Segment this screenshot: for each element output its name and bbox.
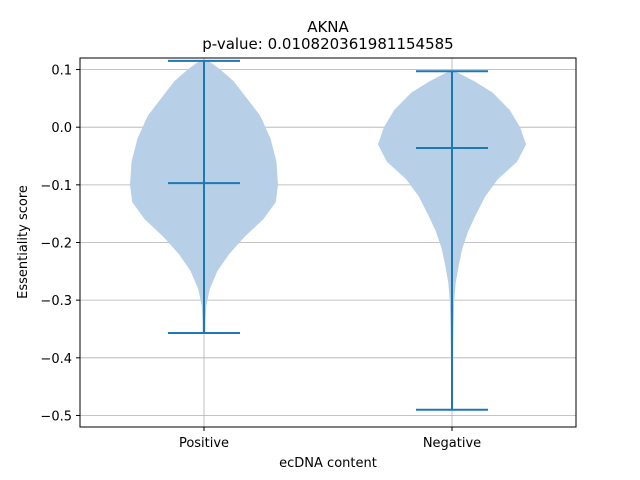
- x-tick-label: Positive: [179, 436, 229, 451]
- y-tick-label: −0.2: [40, 237, 72, 252]
- x-tick-label: Negative: [423, 436, 481, 451]
- y-axis-label: Essentiality score: [16, 185, 31, 299]
- y-tick-label: −0.5: [40, 409, 72, 424]
- y-tick-label: −0.3: [40, 294, 72, 309]
- y-tick-label: 0.0: [51, 121, 72, 136]
- violin-layer: [130, 59, 526, 411]
- tick-layer: 0.1 0.0 −0.1 −0.2 −0.3 −0.4 −0.5 Positive Negati…: [40, 64, 481, 451]
- chart-title: AKNA: [307, 18, 349, 36]
- y-tick-label: 0.1: [51, 64, 72, 79]
- x-axis-label: ecDNA content: [279, 456, 377, 471]
- y-tick-label: −0.1: [40, 179, 72, 194]
- y-tick-label: −0.4: [40, 352, 72, 367]
- chart-subtitle: p-value: 0.010820361981154585: [202, 35, 453, 53]
